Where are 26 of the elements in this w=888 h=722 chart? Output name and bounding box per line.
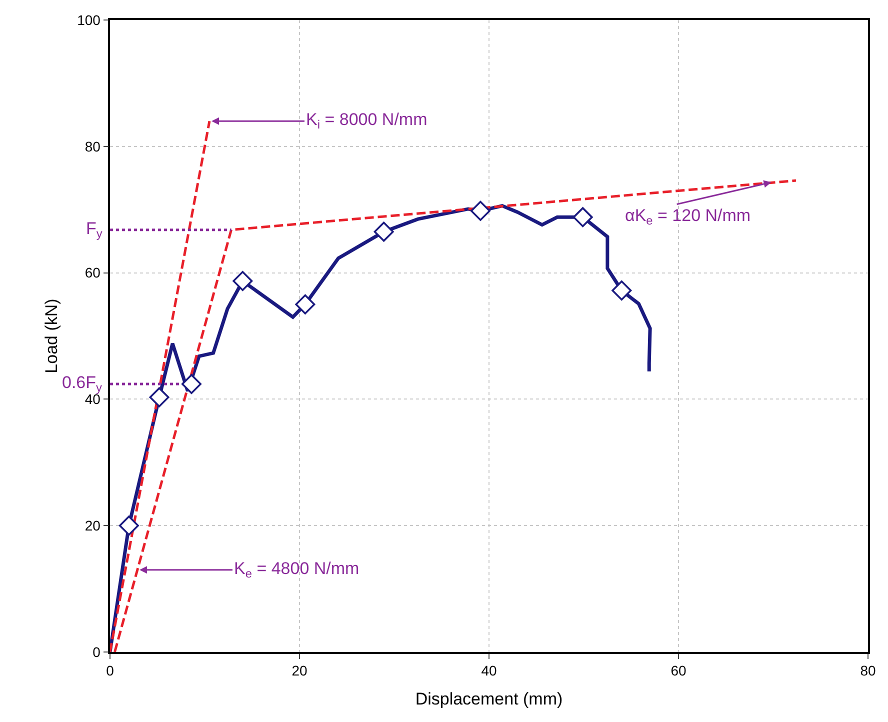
annotation: K$_{i}$ = 8000 N/mm [306, 110, 428, 132]
annotation: 0.6F$_{y}$ [62, 373, 102, 395]
point [149, 387, 170, 408]
point [612, 280, 632, 300]
point [572, 207, 593, 228]
point [470, 200, 490, 221]
point [374, 222, 394, 242]
x-tick-label: 60 [670, 662, 686, 679]
y-tick-label: 80 [84, 138, 101, 154]
annotation: K$_{e}$ = 4800 N/mm [234, 559, 360, 581]
x-tick-label: 80 [860, 662, 876, 679]
y-tick-label: 100 [77, 12, 101, 28]
annotation: αK$_{e}$ = 120 N/mm [625, 206, 751, 228]
x-tick-label: 20 [292, 662, 308, 679]
y-tick-label: 20 [84, 518, 101, 534]
y-axis-title: Load (kN) [42, 298, 62, 374]
point [181, 374, 202, 394]
point [232, 271, 253, 292]
point [295, 294, 316, 314]
annotation: F$_{y}$ [86, 219, 102, 241]
y-tick-label: 0 [92, 644, 101, 660]
x-tick-label: 40 [481, 662, 497, 679]
x-tick-label: 0 [106, 662, 114, 679]
point [118, 516, 139, 536]
x-axis-title: Displacement (mm) [415, 689, 563, 708]
y-tick-label: 60 [84, 264, 101, 281]
